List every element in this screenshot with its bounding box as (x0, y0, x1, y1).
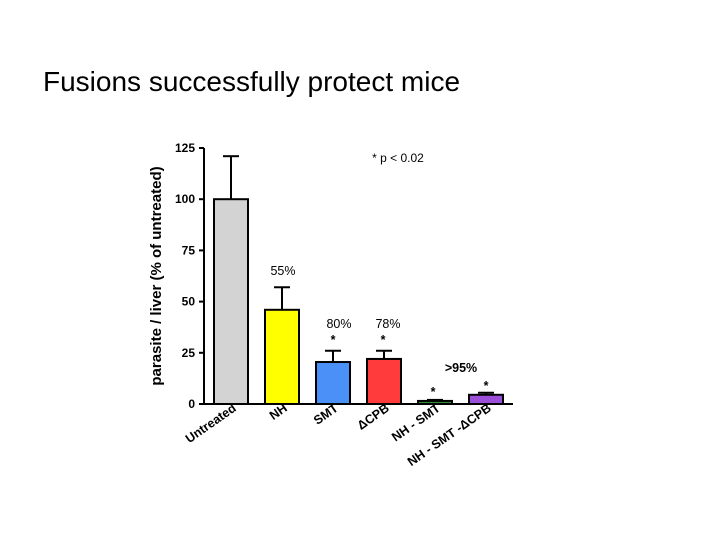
p-value-note: * p < 0.02 (372, 151, 424, 165)
reduction-label: 80% (326, 317, 351, 331)
y-tick-label: 0 (188, 397, 195, 411)
y-axis-label: parasite / liver (% of untreated) (148, 166, 165, 385)
bar-2 (315, 361, 351, 405)
category-label: NH - SMT -ΔCPB (405, 401, 494, 469)
chart-bars (213, 155, 504, 406)
slide-title: Fusions successfully protect mice (43, 66, 461, 97)
reduction-label: 55% (270, 264, 295, 278)
significance-star: * (381, 333, 386, 347)
category-label: ΔCPB (355, 401, 392, 433)
significance-star: * (484, 379, 489, 393)
bar-1 (264, 308, 300, 405)
significance-star: * (331, 333, 336, 347)
y-tick-label: 50 (182, 295, 196, 309)
bar-0 (213, 198, 249, 405)
reduction-label: 78% (375, 317, 400, 331)
bar-3 (366, 357, 402, 405)
y-tick-label: 100 (175, 192, 195, 206)
y-tick-label: 125 (175, 141, 195, 155)
significance-star: * (431, 385, 436, 399)
y-tick-label: 75 (182, 243, 196, 257)
chart-axes: 0 25 50 75 100 125 parasite / liver (% of untr… (148, 141, 513, 411)
reduction-label: >95% (445, 361, 477, 375)
y-tick-label: 25 (182, 346, 196, 360)
